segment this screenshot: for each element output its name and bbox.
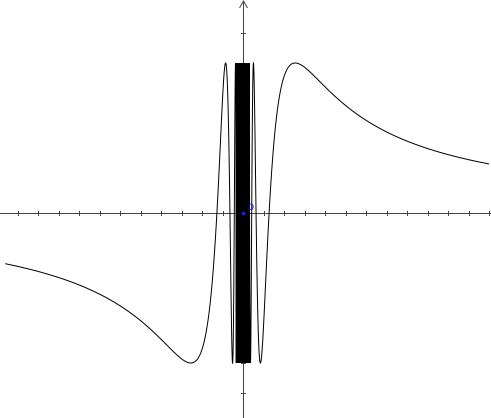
origin-label: O: [247, 203, 254, 213]
y-axis-arrow: [239, 0, 248, 9]
origin-point: [241, 211, 246, 216]
